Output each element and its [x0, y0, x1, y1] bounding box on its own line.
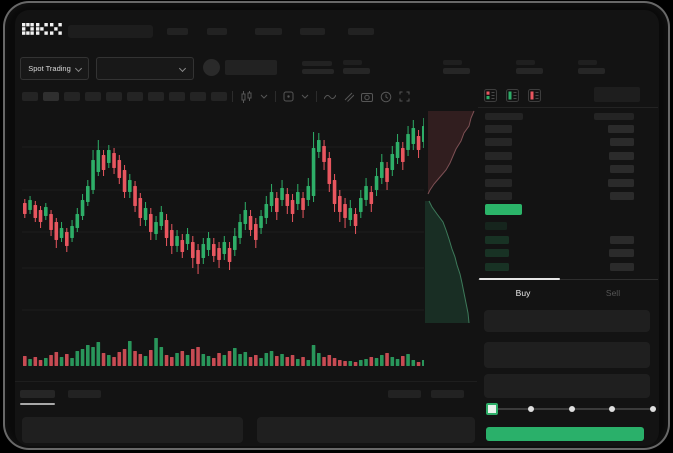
stat-value-placeholder: [343, 68, 370, 74]
orderbook-row-bar[interactable]: [485, 262, 509, 271]
history-clock-icon[interactable]: [380, 91, 392, 103]
asks-book-icon[interactable]: [528, 89, 541, 102]
orderbook-col-header: [485, 113, 523, 120]
timeframe-button[interactable]: [127, 92, 143, 101]
timeframe-button[interactable]: [211, 92, 227, 101]
volume-bars: [23, 338, 424, 366]
orderbook-row-bar[interactable]: [610, 165, 634, 174]
chevron-down-icon: [74, 64, 82, 72]
order-price-field[interactable]: [484, 310, 650, 332]
tab-buy[interactable]: Buy: [515, 288, 531, 298]
orderbook-row-bar[interactable]: [485, 138, 512, 147]
orderbook-row-bar[interactable]: [485, 165, 512, 174]
orderbook-row-bar[interactable]: [609, 249, 634, 258]
timeframe-button[interactable]: [43, 92, 59, 101]
bids-book-icon[interactable]: [506, 89, 519, 102]
orderbook-row-bar[interactable]: [485, 235, 509, 244]
tab-sell[interactable]: Sell: [605, 288, 621, 298]
submit-order-button[interactable]: [486, 427, 644, 441]
screenshot-icon[interactable]: [361, 91, 373, 102]
toolbar-separator: [275, 91, 276, 102]
precision-selector-placeholder[interactable]: [594, 87, 640, 102]
bottom-action-placeholder[interactable]: [388, 390, 421, 398]
nav-item-placeholder[interactable]: [300, 28, 325, 35]
bottom-section-divider: [15, 381, 477, 382]
timeframe-button[interactable]: [64, 92, 80, 101]
stat-label-placeholder: [578, 60, 597, 65]
slider-stop-dot[interactable]: [527, 406, 534, 412]
orderbook-divider: [478, 107, 658, 108]
timeframe-button[interactable]: [148, 92, 164, 101]
timeframe-button[interactable]: [22, 92, 38, 101]
order-history-panel[interactable]: [257, 417, 475, 443]
orderbook-row-bar[interactable]: [608, 125, 634, 133]
orderbook-row-bar[interactable]: [610, 192, 634, 200]
fullscreen-icon[interactable]: [399, 91, 410, 102]
orderbook-col-header: [594, 113, 634, 120]
pair-avatar[interactable]: [203, 59, 220, 76]
last-price-placeholder: [302, 61, 332, 66]
tabs-divider: [478, 279, 658, 280]
nav-item-placeholder[interactable]: [255, 28, 282, 35]
toolbar-separator: [232, 91, 233, 102]
orderbook-row-bar[interactable]: [609, 151, 634, 160]
app-window: Spot Trading: [15, 10, 659, 446]
history-tab-placeholder[interactable]: [68, 390, 101, 398]
active-tab-indicator: [479, 278, 560, 280]
orderbook-row-bar[interactable]: [485, 222, 507, 230]
orderbook-row-bar[interactable]: [485, 151, 512, 160]
interval-badge-icon[interactable]: [283, 91, 294, 102]
stat-value-placeholder: [516, 68, 543, 74]
nav-item-placeholder[interactable]: [167, 28, 188, 35]
okx-logo: [22, 23, 62, 35]
nav-item-placeholder[interactable]: [348, 28, 374, 35]
orderbook-row-bar[interactable]: [485, 178, 512, 187]
pair-selector[interactable]: [96, 57, 194, 80]
last-price-highlight[interactable]: [485, 204, 522, 215]
slider-stop-dot[interactable]: [568, 406, 575, 412]
bottom-active-tab-underline: [20, 403, 55, 405]
chevron-down-icon[interactable]: [301, 94, 309, 100]
stat-label-placeholder: [516, 60, 535, 65]
order-amount-field[interactable]: [484, 342, 650, 368]
stat-label-placeholder: [443, 60, 462, 65]
drawing-tools-icon[interactable]: [343, 91, 354, 102]
timeframe-button[interactable]: [106, 92, 122, 101]
orderbook-row-bar[interactable]: [610, 262, 634, 271]
stat-value-placeholder: [443, 68, 470, 74]
nav-item-placeholder[interactable]: [207, 28, 227, 35]
market-type-selector[interactable]: Spot Trading: [20, 57, 89, 80]
candlestick-chart[interactable]: [22, 112, 424, 332]
orderbook-panel: [478, 85, 658, 285]
market-type-label: Spot Trading: [28, 64, 71, 73]
orderbook-row-bar[interactable]: [485, 249, 509, 258]
stat-value-placeholder: [578, 68, 605, 74]
orderbook-row-bar[interactable]: [608, 178, 634, 187]
open-orders-panel[interactable]: [22, 417, 243, 443]
timeframe-button[interactable]: [190, 92, 206, 101]
orders-tab-placeholder[interactable]: [20, 390, 55, 398]
toolbar-separator: [316, 91, 317, 102]
bottom-action-placeholder[interactable]: [431, 390, 464, 398]
orderbook-row-bar[interactable]: [610, 235, 634, 244]
price-change-placeholder: [302, 69, 334, 74]
header-search-placeholder[interactable]: [68, 25, 153, 38]
timeframe-button[interactable]: [169, 92, 185, 101]
timeframe-button[interactable]: [85, 92, 101, 101]
depth-chart: [425, 110, 475, 324]
orderbook-row-bar[interactable]: [485, 125, 512, 133]
pair-name-placeholder: [225, 60, 277, 75]
slider-stop-dot[interactable]: [650, 406, 656, 412]
candle-style-icon[interactable]: [240, 90, 253, 103]
chevron-down-icon: [178, 64, 187, 72]
chevron-down-icon[interactable]: [260, 94, 268, 100]
amount-slider-handle[interactable]: [486, 403, 498, 415]
order-total-field[interactable]: [484, 374, 650, 398]
stat-label-placeholder: [343, 60, 362, 65]
split-book-icon[interactable]: [484, 89, 497, 102]
slider-stop-dot[interactable]: [609, 406, 616, 412]
orderbook-row-bar[interactable]: [485, 192, 512, 200]
indicators-icon[interactable]: [324, 92, 336, 102]
orderbook-row-bar[interactable]: [610, 138, 634, 147]
